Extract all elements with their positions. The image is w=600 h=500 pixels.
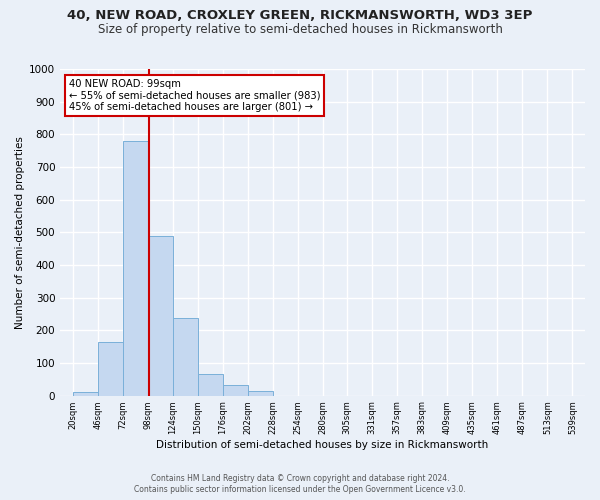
Bar [98,342,123,396]
Bar [248,390,273,396]
Text: Size of property relative to semi-detached houses in Rickmansworth: Size of property relative to semi-detach… [98,24,502,36]
Bar [73,392,98,396]
Text: 40, NEW ROAD, CROXLEY GREEN, RICKMANSWORTH, WD3 3EP: 40, NEW ROAD, CROXLEY GREEN, RICKMANSWOR… [67,9,533,22]
Y-axis label: Number of semi-detached properties: Number of semi-detached properties [15,136,25,328]
Bar [173,318,198,396]
Bar [123,141,148,396]
Bar [198,374,223,396]
Bar [223,385,248,396]
Bar [148,236,173,396]
Text: 40 NEW ROAD: 99sqm
← 55% of semi-detached houses are smaller (983)
45% of semi-d: 40 NEW ROAD: 99sqm ← 55% of semi-detache… [69,79,320,112]
X-axis label: Distribution of semi-detached houses by size in Rickmansworth: Distribution of semi-detached houses by … [157,440,489,450]
Text: Contains HM Land Registry data © Crown copyright and database right 2024.
Contai: Contains HM Land Registry data © Crown c… [134,474,466,494]
